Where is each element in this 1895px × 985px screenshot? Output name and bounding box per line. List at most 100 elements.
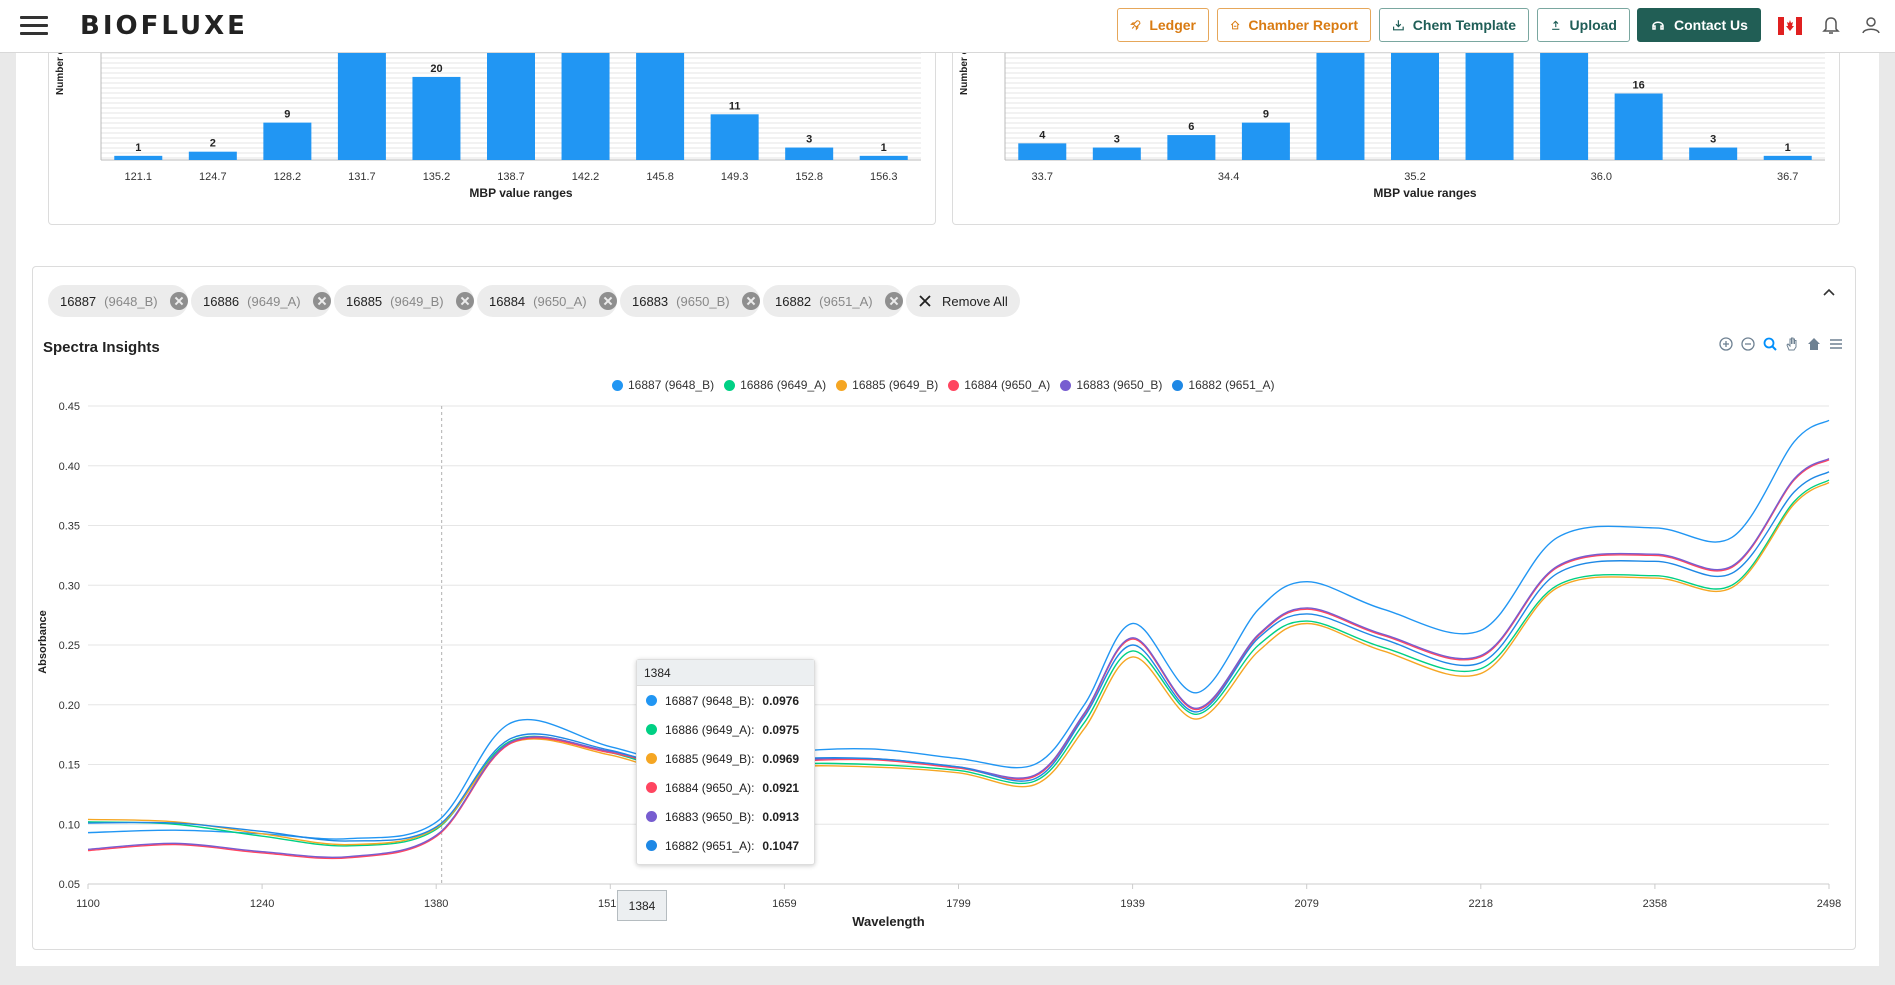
legend-label: 16887 (9648_B) <box>628 378 715 392</box>
bar-value-label: 20 <box>430 63 442 75</box>
chip-id: 16882 <box>775 293 812 309</box>
histogram-bar[interactable] <box>188 151 237 160</box>
histogram-bar[interactable] <box>487 35 535 161</box>
spectrum-line[interactable] <box>87 419 1830 840</box>
legend-label: 16884 (9650_A) <box>964 378 1051 392</box>
spectrum-line[interactable] <box>87 471 1830 842</box>
magnifier-icon[interactable] <box>1762 336 1778 352</box>
chip-sub: (9651_A) <box>819 293 873 309</box>
histogram-bar[interactable] <box>785 147 834 160</box>
histogram-bar[interactable] <box>1167 135 1216 160</box>
x-tick-label: 121.1 <box>125 171 153 183</box>
legend-item[interactable]: 16887 (9648_B) <box>612 378 714 392</box>
bar-value-label: 1 <box>881 142 887 154</box>
bar-value-label: 11 <box>729 100 741 112</box>
chem-template-button[interactable]: Chem Template <box>1379 8 1529 42</box>
bar-value-label: 1 <box>1785 142 1791 154</box>
tooltip-header: 1384 <box>637 660 814 686</box>
chamber-report-button[interactable]: Chamber Report <box>1217 8 1371 42</box>
sample-chip[interactable]: 16883 (9650_B) <box>620 285 760 317</box>
remove-chip-icon[interactable] <box>169 292 188 310</box>
y-tick-label: 0.30 <box>59 580 80 592</box>
histogram-bar[interactable] <box>636 52 685 160</box>
histogram-bar[interactable] <box>1763 155 1812 160</box>
chart-menu-icon[interactable] <box>1828 336 1844 352</box>
reset-home-icon[interactable] <box>1806 336 1822 352</box>
tooltip-value: 0.0969 <box>762 751 800 766</box>
histogram-bar[interactable] <box>710 114 759 160</box>
sample-chip[interactable]: 16882 (9651_A) <box>763 285 903 317</box>
collapse-chevron-icon[interactable] <box>1822 285 1836 299</box>
y-axis-title: Number of <box>959 44 970 95</box>
remove-chip-icon[interactable] <box>741 292 760 310</box>
x-axis-title: MBP value ranges <box>469 186 572 200</box>
bar-value-label: 2 <box>210 138 216 150</box>
spectrum-line[interactable] <box>87 479 1830 847</box>
upload-button[interactable]: Upload <box>1537 8 1630 42</box>
pan-hand-icon[interactable] <box>1784 336 1800 352</box>
histogram-bar[interactable] <box>263 122 312 160</box>
legend-item[interactable]: 16885 (9649_B) <box>836 378 938 392</box>
spectrum-line[interactable] <box>87 459 1830 860</box>
legend-item[interactable]: 16886 (9649_A) <box>724 378 826 392</box>
spectrum-line[interactable] <box>87 457 1830 858</box>
remove-chip-icon[interactable] <box>455 292 474 310</box>
legend-item[interactable]: 16882 (9651_A) <box>1172 378 1274 392</box>
x-tick-label: 138.7 <box>497 171 525 183</box>
legend-label: 16886 (9649_A) <box>740 378 827 392</box>
histogram-bar[interactable] <box>859 155 908 160</box>
sample-chip[interactable]: 16887 (9648_B) <box>48 285 188 317</box>
canada-flag-icon[interactable] <box>1778 17 1802 35</box>
tooltip-row: 16886 (9649_A): 0.0975 <box>637 715 814 744</box>
menu-icon[interactable] <box>20 16 48 36</box>
x-tick-label: 149.3 <box>721 171 749 183</box>
logo: BIOFLUXE <box>80 11 248 41</box>
contact-us-button[interactable]: Contact Us <box>1637 8 1761 42</box>
histogram-bar[interactable] <box>114 155 163 160</box>
y-tick-label: 0.10 <box>59 819 80 831</box>
tooltip-row: 16887 (9648_B): 0.0976 <box>637 686 814 715</box>
bar-value-label: 9 <box>1263 109 1269 121</box>
bar-value-label: 6 <box>1188 121 1194 133</box>
sample-chip[interactable]: 16885 (9649_B) <box>334 285 474 317</box>
x-axis-title: Wavelength <box>852 914 925 929</box>
bar-value-label: 1 <box>135 142 141 154</box>
histogram-bar[interactable] <box>412 76 461 160</box>
tooltip-series-name: 16887 (9648_B): <box>665 693 755 708</box>
remove-all-button[interactable]: Remove All <box>906 285 1020 317</box>
histogram-bar[interactable] <box>1689 147 1738 160</box>
user-icon[interactable] <box>1860 14 1882 36</box>
histogram-bar[interactable] <box>1391 35 1439 161</box>
remove-chip-icon[interactable] <box>884 292 903 310</box>
x-tick-label: 1519 <box>598 898 622 910</box>
histogram-bar[interactable] <box>1241 122 1290 160</box>
sample-chip[interactable]: 16886 (9649_A) <box>191 285 331 317</box>
x-tick-label: 33.7 <box>1032 171 1053 183</box>
spectrum-line[interactable] <box>87 481 1830 846</box>
legend-item[interactable]: 16884 (9650_A) <box>948 378 1050 392</box>
y-axis-title: Number of <box>55 44 66 95</box>
tooltip-series-name: 16885 (9649_B): <box>665 751 755 766</box>
histogram-bar[interactable] <box>1092 147 1141 160</box>
bar-value-label: 16 <box>1633 80 1645 92</box>
ledger-button[interactable]: Ledger <box>1117 8 1209 42</box>
sample-chip[interactable]: 16884 (9650_A) <box>477 285 617 317</box>
remove-chip-icon[interactable] <box>598 292 617 310</box>
zoom-in-icon[interactable] <box>1718 336 1734 352</box>
chip-sub: (9650_A) <box>533 293 587 309</box>
histogram-bar[interactable] <box>1540 35 1589 161</box>
histogram-bar[interactable] <box>1316 52 1365 160</box>
histogram-bar[interactable] <box>561 35 610 161</box>
remove-chip-icon[interactable] <box>312 292 331 310</box>
bell-icon[interactable] <box>1820 14 1842 36</box>
histogram-bar[interactable] <box>337 35 386 161</box>
histogram-bar[interactable] <box>1465 35 1514 161</box>
bar-value-label: 4 <box>1039 129 1046 141</box>
tooltip-row: 16885 (9649_B): 0.0969 <box>637 744 814 773</box>
legend-item[interactable]: 16883 (9650_B) <box>1060 378 1162 392</box>
histogram-bar[interactable] <box>1018 143 1067 160</box>
y-tick-label: 0.25 <box>59 640 80 652</box>
chip-sub: (9649_B) <box>390 293 444 309</box>
histogram-bar[interactable] <box>1614 93 1663 160</box>
zoom-out-icon[interactable] <box>1740 336 1756 352</box>
